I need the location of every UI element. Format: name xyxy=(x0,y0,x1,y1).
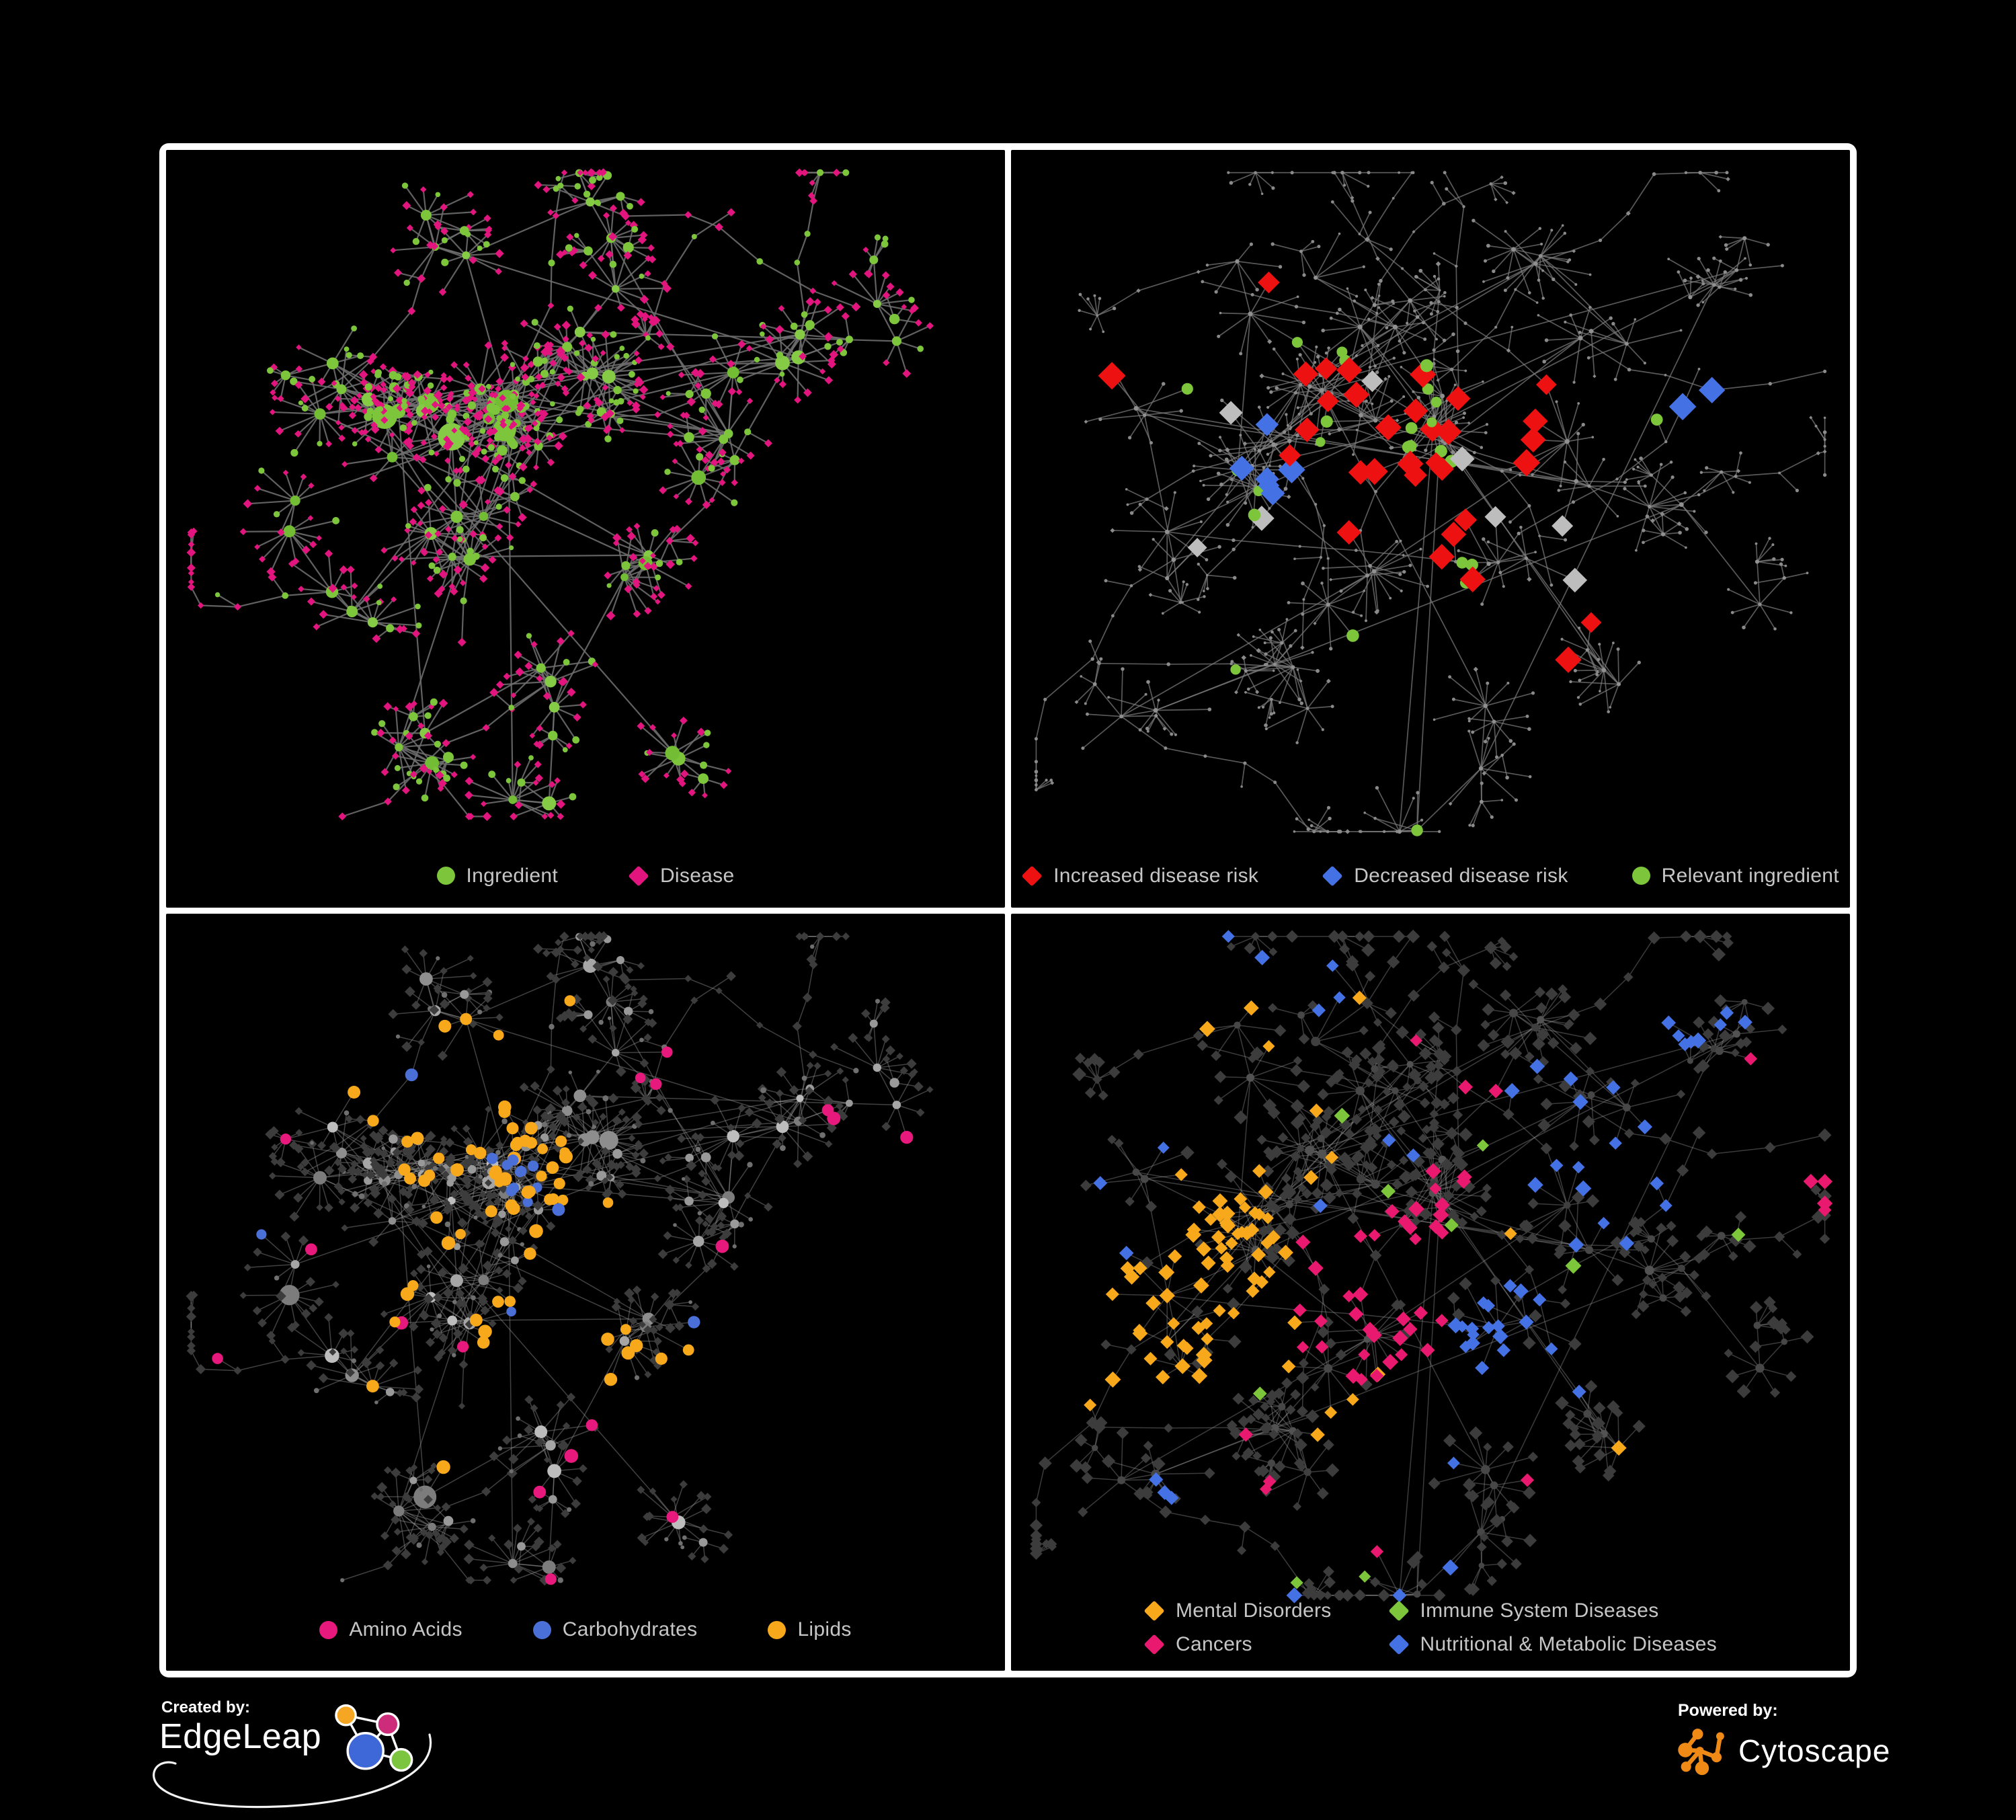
panel-grid: Ingredient Disease Increased disease ris… xyxy=(159,143,1857,1677)
edgeleap-swoosh-icon xyxy=(153,1733,432,1809)
disease-legend-icon xyxy=(628,865,649,887)
network-graph-disease-classes xyxy=(1029,929,1833,1604)
amino-acids-legend-icon xyxy=(319,1620,338,1639)
legend-nutrient-classes: Amino Acids Carbohydrates Lipids xyxy=(166,1618,1005,1641)
cytoscape-logo-text: Cytoscape xyxy=(1738,1733,1891,1768)
powered-by-label: Powered by: xyxy=(1678,1701,1778,1720)
cytoscape-logo-icon xyxy=(1678,1729,1724,1776)
legend-disease-risk: Increased disease risk Decreased disease… xyxy=(1011,865,1850,887)
mental-disorders-legend-icon xyxy=(1143,1600,1165,1622)
legend-item-mental-disorders: Mental Disorders xyxy=(1143,1599,1332,1622)
decreased-risk-legend-icon xyxy=(1322,865,1343,887)
network-graph-ingredient-disease xyxy=(186,168,934,822)
relevant-ingredient-legend-icon xyxy=(1631,867,1650,885)
legend-item-relevant-ingredient: Relevant ingredient xyxy=(1631,864,1839,887)
nutritional-metabolic-diseases-legend-icon xyxy=(1387,1634,1410,1655)
legend-label: Amino Acids xyxy=(349,1618,462,1640)
legend-label: Carbohydrates xyxy=(562,1618,698,1640)
legend-label: Ingredient xyxy=(466,864,558,887)
carbohydrates-legend-icon xyxy=(532,1620,551,1639)
cytoscape-credit: Powered by: xyxy=(1675,1701,1890,1778)
legend-label: Lipids xyxy=(797,1618,852,1640)
legend-disease-classes: Mental Disorders Immune System Diseases … xyxy=(1011,1599,1850,1656)
legend-item-disease: Disease xyxy=(628,864,735,887)
edgeleap-network-logo-icon xyxy=(335,1704,413,1772)
legend-item-carbohydrates: Carbohydrates xyxy=(532,1618,698,1641)
legend-item-increased-risk: Increased disease risk xyxy=(1021,864,1259,887)
legend-item-nutritional-metabolic-diseases: Nutritional & Metabolic Diseases xyxy=(1387,1633,1717,1656)
panel-disease-risk: Increased disease risk Decreased disease… xyxy=(1011,150,1850,908)
legend-item-cancers: Cancers xyxy=(1143,1633,1332,1656)
legend-label: Increased disease risk xyxy=(1053,864,1259,887)
legend-label: Nutritional & Metabolic Diseases xyxy=(1420,1633,1717,1655)
immune-system-diseases-legend-icon xyxy=(1387,1600,1410,1622)
legend-label: Decreased disease risk xyxy=(1354,864,1568,887)
panel-nutrient-classes: Amino Acids Carbohydrates Lipids xyxy=(166,913,1005,1671)
legend-label: Mental Disorders xyxy=(1176,1599,1332,1622)
edgeleap-logo-text: EdgeLeap xyxy=(159,1717,322,1756)
network-graph-disease-risk xyxy=(1034,170,1827,836)
increased-risk-legend-icon xyxy=(1021,865,1043,887)
created-by-label: Created by: xyxy=(161,1698,251,1716)
legend-ingredient-disease: Ingredient Disease xyxy=(166,865,1005,887)
cancers-legend-icon xyxy=(1143,1634,1165,1655)
legend-item-lipids: Lipids xyxy=(768,1618,851,1641)
legend-item-immune-system-diseases: Immune System Diseases xyxy=(1387,1599,1717,1622)
legend-item-ingredient: Ingredient xyxy=(436,864,558,887)
edgeleap-brand-row: EdgeLeap xyxy=(159,1704,509,1783)
ingredient-legend-icon xyxy=(436,867,455,885)
legend-label: Relevant ingredient xyxy=(1661,864,1839,887)
legend-label: Cancers xyxy=(1176,1633,1252,1655)
legend-item-amino-acids: Amino Acids xyxy=(319,1618,462,1641)
panel-disease-classes: Mental Disorders Immune System Diseases … xyxy=(1011,913,1850,1671)
panel-ingredient-disease: Ingredient Disease xyxy=(166,150,1005,908)
legend-item-decreased-risk: Decreased disease risk xyxy=(1322,865,1568,887)
legend-label: Immune System Diseases xyxy=(1420,1599,1659,1622)
network-graph-nutrient-classes xyxy=(186,931,934,1585)
cytoscape-brand-row: Cytoscape xyxy=(1675,1723,1890,1778)
lipids-legend-icon xyxy=(768,1620,787,1639)
legend-label: Disease xyxy=(659,864,735,887)
edgeleap-credit: Created by: EdgeLeap xyxy=(153,1698,509,1813)
